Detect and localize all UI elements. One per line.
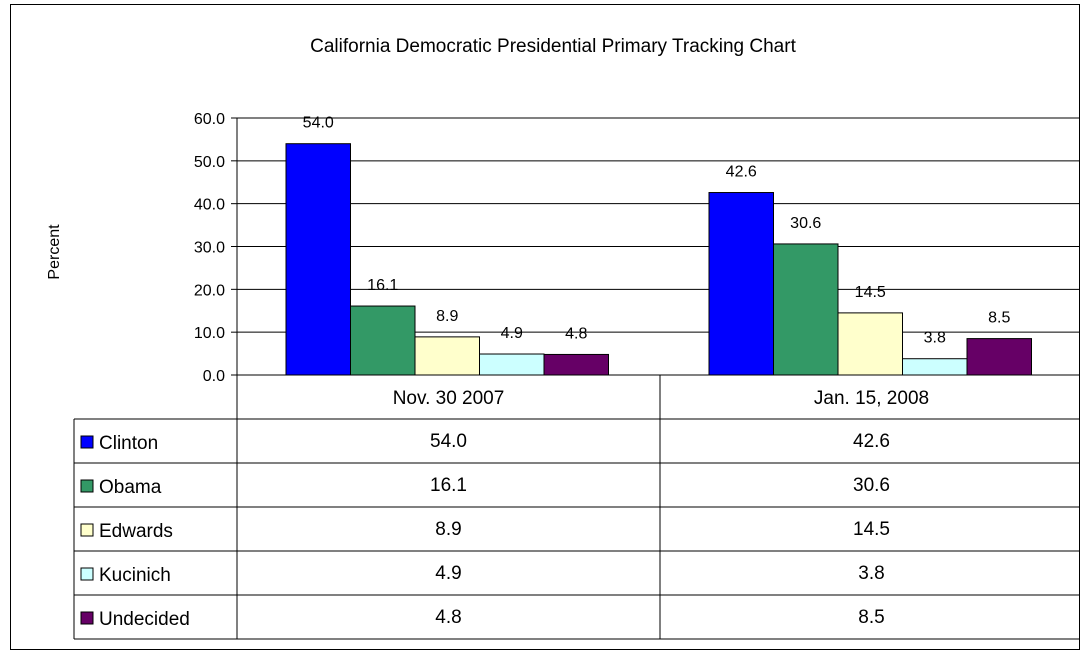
table-cell: 16.1 [430,475,467,496]
data-labels: 54.0 42.6 16.1 30.6 8.9 14.5 4.9 3.8 4.8 8.5 [303,115,1011,347]
data-label: 3.8 [924,330,946,347]
table-cell: 4.8 [435,607,461,628]
legend-key-kucinich [80,567,94,581]
bars [285,143,1032,376]
data-label: 30.6 [790,215,821,232]
y-tick-label: 30.0 [194,240,225,257]
chart-frame: Nov. 30 2007 Jan. 15, 2008 Clinton 54.0 42.6… [10,4,1080,650]
bar-edwards [414,336,480,376]
table-cell: 3.8 [858,563,884,584]
bar-clinton [708,192,774,376]
data-label: 16.1 [367,277,398,294]
bar-clinton [285,143,351,376]
bar-edwards [837,312,903,376]
y-tick-label: 60.0 [194,111,225,128]
chart-title: California Democratic Presidential Prima… [310,36,796,57]
bar-kucinich [902,358,968,376]
data-label: 4.8 [565,325,587,342]
bar-kucinich [479,353,545,376]
y-tick-label: 10.0 [194,325,225,342]
y-axis-title: Percent [46,224,63,280]
y-tick-label: 0.0 [203,368,225,385]
table-cell: 54.0 [430,431,467,452]
bar-obama [773,243,839,376]
legend-label: Kucinich [99,565,171,586]
data-table: Nov. 30 2007 Jan. 15, 2008 Clinton 54.0 42.6… [73,374,1079,640]
legend-key-clinton [80,435,94,449]
data-label: 4.9 [501,325,523,342]
legend-label: Obama [99,477,162,498]
table-cell: 8.9 [435,519,461,540]
y-tick-label: 50.0 [194,154,225,171]
data-label: 42.6 [726,164,757,181]
y-tick-label: 40.0 [194,197,225,214]
legend-key-obama [80,479,94,493]
legend-label: Clinton [99,433,158,454]
legend-key-undecided [80,611,94,625]
data-label: 8.5 [988,310,1010,327]
table-cell: 30.6 [853,475,890,496]
category-label: Nov. 30 2007 [393,388,505,409]
data-label: 54.0 [303,115,334,132]
gridlines [237,117,1079,333]
data-label: 14.5 [855,284,886,301]
chart-svg: Nov. 30 2007 Jan. 15, 2008 Clinton 54.0 42.6… [46,36,1079,640]
legend-label: Edwards [99,521,173,542]
y-axis: 0.0 10.0 20.0 30.0 40.0 50.0 60.0 [194,111,238,385]
legend-key-edwards [80,523,94,537]
table-cell: 8.5 [858,607,884,628]
legend-label: Undecided [99,609,190,630]
table-cell: 42.6 [853,431,890,452]
bar-undecided [966,338,1032,376]
bar-undecided [543,353,609,376]
bar-obama [350,305,416,376]
table-cell: 4.9 [435,563,461,584]
table-cell: 14.5 [853,519,890,540]
y-tick-label: 20.0 [194,282,225,299]
data-label: 8.9 [436,308,458,325]
category-label: Jan. 15, 2008 [814,388,929,409]
